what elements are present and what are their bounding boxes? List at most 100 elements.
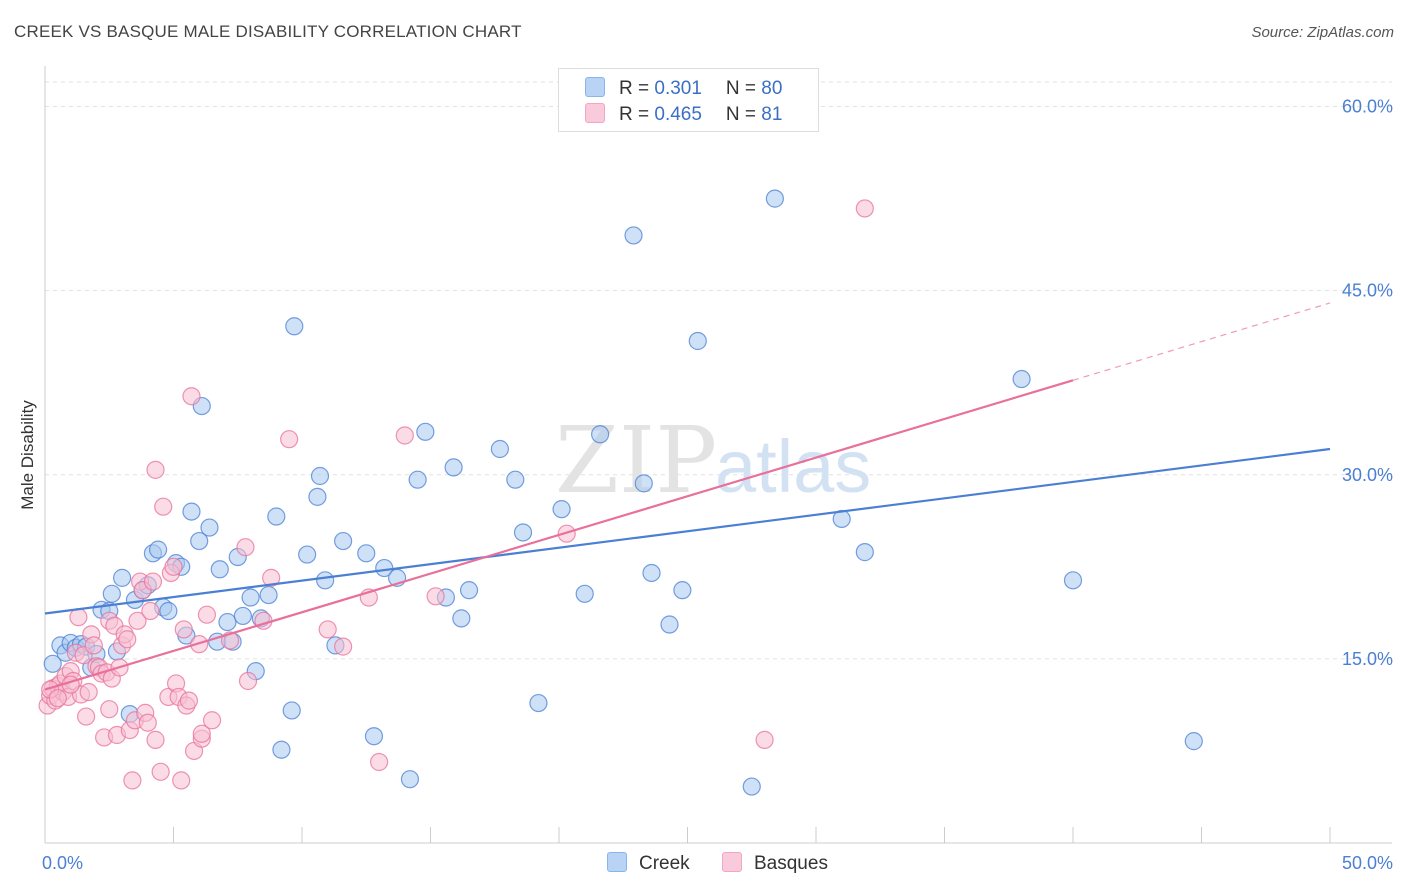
creek-point bbox=[310, 466, 330, 486]
basques-trend-line bbox=[44, 379, 1074, 691]
y-axis-label: Male Disability bbox=[18, 400, 37, 510]
creek-point bbox=[624, 226, 643, 245]
creek-point bbox=[316, 571, 335, 590]
creek-point bbox=[452, 609, 471, 628]
bottom-basques-swatch bbox=[722, 852, 742, 872]
creek-point bbox=[688, 331, 707, 351]
basques-point bbox=[192, 724, 211, 743]
creek-point bbox=[364, 727, 384, 746]
basques-point bbox=[100, 700, 119, 719]
basques-points bbox=[38, 199, 874, 790]
basques-point bbox=[254, 611, 273, 630]
creek-r-value: 0.301 bbox=[654, 78, 702, 99]
creek-r-label: R = bbox=[619, 78, 655, 99]
watermark-atlas: atlas bbox=[715, 425, 871, 508]
creek-point bbox=[660, 615, 679, 634]
creek-point bbox=[552, 500, 571, 519]
basques-point bbox=[179, 691, 199, 710]
bottom-creek-label: Creek bbox=[639, 853, 690, 874]
basques-swatch bbox=[585, 103, 605, 123]
bottom-legend-basques: Basques bbox=[722, 852, 828, 875]
creek-n-label: N = bbox=[725, 78, 762, 99]
chart-title: CREEK VS BASQUE MALE DISABILITY CORRELAT… bbox=[14, 22, 522, 41]
creek-point bbox=[182, 502, 201, 521]
creek-point bbox=[334, 531, 353, 551]
basques-point bbox=[141, 601, 160, 621]
basques-point bbox=[123, 771, 142, 790]
basques-point bbox=[143, 572, 163, 591]
creek-point bbox=[102, 584, 121, 603]
basques-point bbox=[174, 620, 193, 639]
creek-point bbox=[513, 523, 533, 542]
basques-point bbox=[154, 497, 173, 516]
watermark: ZIP atlas bbox=[555, 407, 871, 514]
source-label: Source: ZipAtlas.com bbox=[1251, 24, 1394, 41]
y-tick-label: 45.0% bbox=[1342, 281, 1393, 301]
basques-r-value: 0.465 bbox=[654, 104, 702, 125]
creek-point bbox=[490, 439, 509, 459]
basques-point bbox=[202, 711, 222, 730]
bottom-basques-label: Basques bbox=[754, 853, 828, 874]
basques-n-value: 81 bbox=[761, 104, 783, 125]
creek-point bbox=[673, 581, 692, 600]
creek-point bbox=[506, 470, 525, 489]
creek-point bbox=[765, 189, 784, 208]
creek-swatch bbox=[585, 77, 605, 97]
basques-point bbox=[370, 752, 389, 772]
bottom-legend-creek: Creek bbox=[607, 852, 690, 875]
basques-point bbox=[755, 730, 774, 749]
bottom-creek-swatch bbox=[607, 852, 627, 872]
creek-point bbox=[416, 422, 435, 441]
basques-point bbox=[334, 637, 353, 656]
tick-labels: 15.0% 30.0% 45.0% 60.0% 0.0% 50.0% bbox=[42, 97, 1393, 873]
basques-r-label: R = bbox=[619, 104, 655, 125]
creek-point bbox=[210, 560, 229, 579]
basques-point bbox=[146, 730, 165, 749]
basques-point bbox=[77, 707, 96, 726]
correlation-legend: R = 0.301 N = 80 R = 0.465 N = 81 bbox=[558, 68, 819, 132]
basques-point bbox=[855, 199, 874, 218]
basques-trend-extension bbox=[1072, 302, 1331, 381]
creek-point bbox=[444, 458, 463, 477]
creek-point bbox=[218, 612, 237, 632]
creek-point bbox=[634, 474, 653, 493]
creek-point bbox=[112, 568, 132, 587]
basques-point bbox=[197, 605, 217, 624]
basques-point bbox=[280, 430, 299, 449]
creek-point bbox=[459, 581, 479, 600]
legend-row-creek: R = 0.301 N = 80 bbox=[585, 77, 782, 100]
basques-point bbox=[69, 608, 88, 627]
creek-point bbox=[200, 518, 219, 537]
basques-point bbox=[426, 587, 445, 606]
creek-point bbox=[642, 563, 661, 583]
creek-point bbox=[357, 544, 376, 563]
basques-point bbox=[172, 771, 191, 790]
basques-point bbox=[79, 682, 98, 702]
watermark-zip: ZIP bbox=[555, 407, 717, 514]
creek-point bbox=[1184, 732, 1203, 751]
creek-point bbox=[282, 701, 301, 720]
creek-point bbox=[855, 543, 874, 562]
creek-point bbox=[742, 777, 761, 796]
trend-lines bbox=[44, 302, 1331, 691]
creek-point bbox=[591, 425, 610, 444]
creek-point bbox=[1063, 571, 1083, 590]
creek-point bbox=[529, 693, 548, 713]
legend-row-basques: R = 0.465 N = 81 bbox=[585, 103, 782, 126]
basques-point bbox=[84, 636, 103, 655]
creek-point bbox=[308, 487, 327, 506]
basques-point bbox=[151, 762, 170, 781]
creek-n-value: 80 bbox=[761, 78, 783, 99]
creek-point bbox=[148, 540, 168, 559]
basques-point bbox=[138, 713, 157, 732]
basques-point bbox=[128, 611, 147, 630]
basques-point bbox=[118, 630, 137, 649]
basques-point bbox=[48, 689, 67, 708]
creek-point bbox=[408, 470, 427, 489]
grid-lines bbox=[45, 81, 1392, 660]
basques-point bbox=[146, 460, 165, 479]
y-tick-label: 30.0% bbox=[1342, 465, 1393, 485]
creek-point bbox=[241, 588, 260, 607]
basques-point bbox=[238, 671, 258, 691]
creek-point bbox=[267, 507, 286, 526]
